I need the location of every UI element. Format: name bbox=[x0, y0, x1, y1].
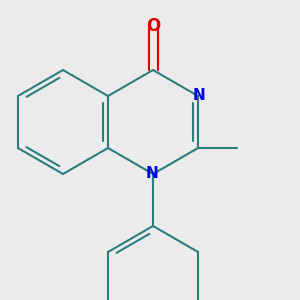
Text: O: O bbox=[146, 17, 160, 35]
Text: N: N bbox=[193, 88, 206, 104]
Text: N: N bbox=[146, 167, 158, 182]
